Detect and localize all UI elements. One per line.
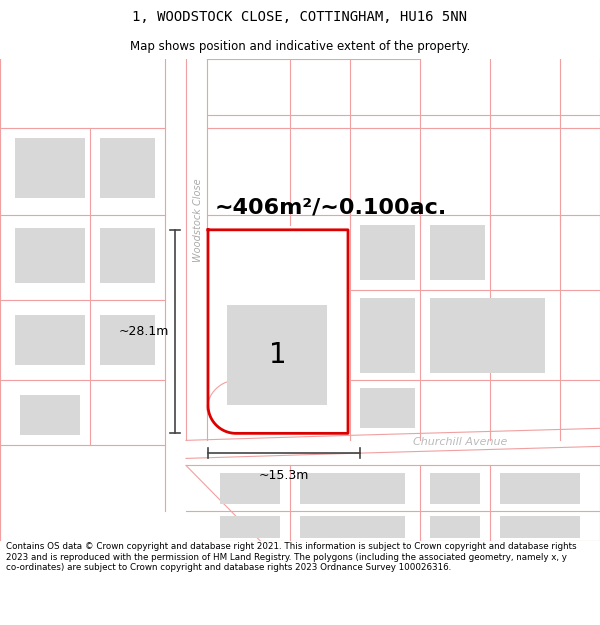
Bar [100, 138, 155, 198]
Text: Churchill Avenue: Churchill Avenue [413, 438, 507, 448]
Bar [300, 474, 405, 504]
Bar [220, 474, 280, 504]
Text: 1: 1 [269, 341, 287, 369]
Bar [430, 474, 480, 504]
Bar [430, 516, 480, 538]
Bar [360, 388, 415, 428]
Bar [100, 315, 155, 365]
Bar [15, 315, 85, 365]
Bar [220, 516, 280, 538]
Bar [500, 516, 580, 538]
Text: ~406m²/~0.100ac.: ~406m²/~0.100ac. [215, 198, 447, 217]
Bar [20, 395, 80, 436]
Text: Woodstock Close: Woodstock Close [193, 178, 203, 262]
Bar [360, 225, 415, 280]
Bar [227, 305, 327, 405]
Bar [15, 138, 85, 198]
Bar [360, 298, 415, 373]
Bar [100, 228, 155, 283]
Bar [500, 474, 580, 504]
Bar [430, 298, 545, 373]
Text: ~15.3m: ~15.3m [259, 469, 309, 482]
Text: 1, WOODSTOCK CLOSE, COTTINGHAM, HU16 5NN: 1, WOODSTOCK CLOSE, COTTINGHAM, HU16 5NN [133, 9, 467, 24]
Bar [430, 225, 485, 280]
Text: Map shows position and indicative extent of the property.: Map shows position and indicative extent… [130, 40, 470, 52]
Text: Contains OS data © Crown copyright and database right 2021. This information is : Contains OS data © Crown copyright and d… [6, 542, 577, 572]
Bar [300, 516, 405, 538]
Bar [15, 228, 85, 283]
Text: ~28.1m: ~28.1m [119, 325, 169, 338]
